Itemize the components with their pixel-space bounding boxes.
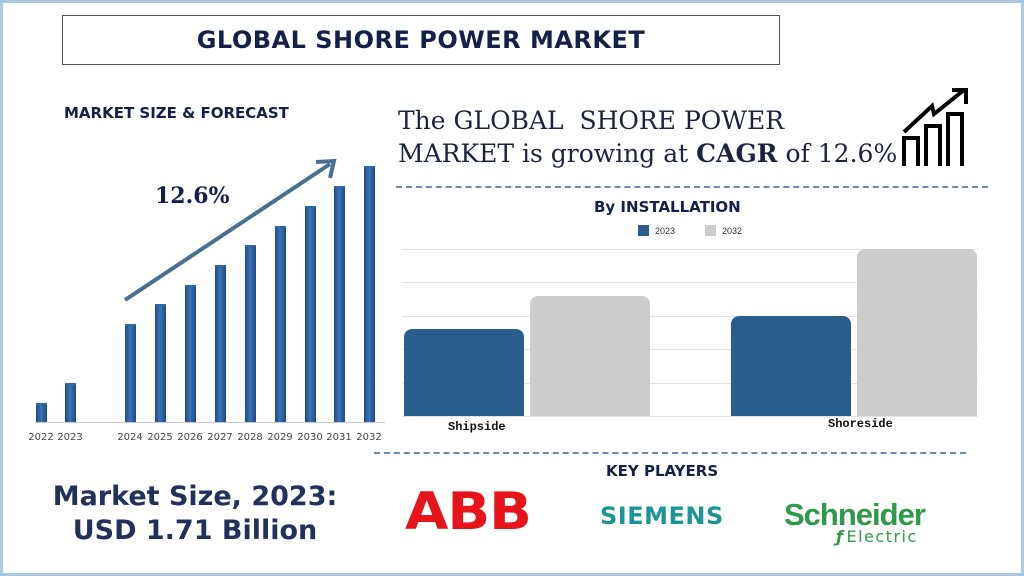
forecast-bar-2032 xyxy=(364,166,375,422)
year-label: 2026 xyxy=(177,432,203,443)
year-label: 2032 xyxy=(356,432,382,443)
market-forecast-heading: MARKET SIZE & FORECAST xyxy=(64,104,289,122)
schneider-electric-sublabel: ƒ Electric xyxy=(836,527,918,546)
cagr-prefix: MARKET is growing at xyxy=(398,139,697,168)
bar-shipside-2023 xyxy=(404,329,524,416)
key-players-heading: KEY PLAYERS xyxy=(606,462,719,480)
cagr-summary-line2: MARKET is growing at CAGR of 12.6% xyxy=(398,137,897,170)
abb-logo: ABB xyxy=(405,482,532,542)
legend-swatch-2032 xyxy=(705,225,717,236)
gridline xyxy=(402,282,978,284)
cagr-summary: The GLOBAL SHORE POWER MARKET is growing… xyxy=(398,104,897,170)
forecast-bar-2031 xyxy=(334,186,345,422)
forecast-bar-2024 xyxy=(125,324,136,422)
legend-label-2032: 2032 xyxy=(722,225,743,236)
siemens-logo: SIEMENS xyxy=(600,502,724,530)
bar-shipside-2032 xyxy=(530,295,650,416)
year-label: 2024 xyxy=(117,432,143,443)
forecast-bar-2023 xyxy=(65,383,76,422)
forecast-bar-2030 xyxy=(305,206,316,422)
growth-chart-icon xyxy=(902,88,968,166)
installation-heading: By INSTALLATION xyxy=(594,198,741,216)
year-label: 2029 xyxy=(267,432,293,443)
cagr-annotation: 12.6% xyxy=(155,183,230,209)
forecast-bar-2027 xyxy=(215,265,226,422)
year-label: 2027 xyxy=(207,432,233,443)
forecast-bar-2025 xyxy=(155,304,166,422)
market-forecast-chart: 12.6% 2022 2023 2024 2025 2026 2027 2028 2029 20… xyxy=(0,140,400,450)
installation-chart: Shipside Shoreside xyxy=(402,240,980,440)
gridline xyxy=(402,382,978,384)
x-axis-line xyxy=(35,422,385,423)
year-label: 2022 xyxy=(28,432,54,443)
year-label: 2025 xyxy=(147,432,173,443)
forecast-bar-2028 xyxy=(245,245,256,422)
category-label-shipside: Shipside xyxy=(448,420,506,434)
bar-shoreside-2032 xyxy=(857,249,977,416)
market-size-callout: Market Size, 2023: USD 1.71 Billion xyxy=(30,480,360,548)
market-size-line2: USD 1.71 Billion xyxy=(72,515,318,546)
bar-shoreside-2023 xyxy=(731,315,851,416)
title-box: GLOBAL SHORE POWER MARKET xyxy=(62,15,780,65)
schneider-mark-icon: ƒ xyxy=(836,527,845,546)
page-title: GLOBAL SHORE POWER MARKET xyxy=(196,26,646,54)
year-label: 2030 xyxy=(297,432,323,443)
trend-arrow-icon xyxy=(123,158,337,302)
divider-top xyxy=(396,186,988,188)
legend-label-2023: 2023 xyxy=(655,225,676,236)
legend-swatch-2023 xyxy=(638,225,649,236)
cagr-suffix: of 12.6% xyxy=(777,139,898,168)
divider-bottom xyxy=(374,452,966,454)
cagr-bold: CAGR xyxy=(696,139,778,168)
year-label: 2028 xyxy=(237,432,263,443)
market-size-line1: Market Size, 2023: xyxy=(52,481,338,512)
gridline xyxy=(402,416,978,417)
gridline xyxy=(402,249,978,250)
electric-text: Electric xyxy=(846,527,918,546)
year-label: 2023 xyxy=(57,432,83,443)
forecast-bar-2022 xyxy=(36,403,47,422)
cagr-summary-line1: The GLOBAL SHORE POWER xyxy=(398,106,785,135)
category-label-shoreside: Shoreside xyxy=(828,417,893,431)
chart-legend: 2023 2032 xyxy=(638,225,742,236)
forecast-bar-2026 xyxy=(185,285,196,422)
year-label: 2031 xyxy=(326,432,352,443)
forecast-bar-2029 xyxy=(275,226,286,422)
gridline xyxy=(402,349,978,351)
schneider-logo: Schneider xyxy=(784,497,926,532)
gridline xyxy=(402,315,978,317)
